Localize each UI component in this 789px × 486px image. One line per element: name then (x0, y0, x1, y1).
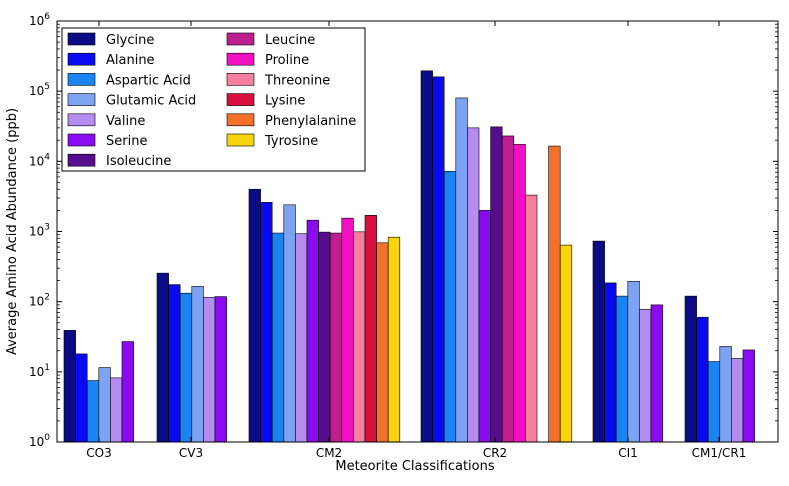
x-ticks-group: CO3 CV3 CM2 CR2 CI1 CM1/CR1 (86, 21, 746, 460)
bar-cm1-cr1-glycine (684, 295, 697, 443)
legend-label-proline: Proline (265, 53, 309, 68)
bar-co3-glutamic-acid (98, 367, 111, 443)
bar-co3-valine (110, 377, 123, 443)
bar-ci1-valine (639, 308, 652, 443)
bar-ci1-glycine (592, 240, 605, 443)
bar-cm1-cr1-glutamic-acid (719, 346, 732, 443)
y-tick-label: 100 (29, 433, 50, 449)
bar-cr2-glycine (420, 70, 433, 443)
bars-group (63, 70, 755, 443)
bar-cr2-isoleucine (490, 126, 503, 443)
legend-swatch-proline (226, 52, 255, 66)
legend-label-glycine: Glycine (106, 33, 154, 48)
bar-cv3-alanine (168, 284, 181, 443)
bar-cm1-cr1-serine (742, 349, 755, 443)
x-tick-label: CI1 (618, 446, 638, 460)
bar-ci1-glutamic-acid (627, 281, 640, 443)
x-tick-label: CM1/CR1 (692, 446, 747, 460)
legend-swatch-threonine (226, 73, 255, 86)
bar-cm2-phenylalanine (376, 242, 389, 443)
y-tick-label: 102 (29, 293, 50, 309)
y-tick-label: 106 (29, 12, 50, 28)
y-axis-label: Average Amino Acid Abundance (ppb) (5, 108, 20, 355)
bar-cv3-aspartic-acid (179, 292, 193, 443)
bar-co3-serine (121, 341, 134, 443)
bar-cr2-leucine (501, 135, 515, 443)
x-tick-label: CO3 (86, 446, 111, 460)
legend-label-threonine: Threonine (264, 73, 330, 88)
bar-cr2-serine (478, 210, 491, 443)
bar-cm2-serine (306, 219, 319, 443)
legend-swatch-valine (67, 113, 96, 127)
bar-ci1-serine (650, 304, 663, 443)
legend-box (61, 27, 366, 172)
legend-swatch-alanine (67, 52, 96, 66)
legend-swatch-isoleucine (67, 153, 96, 167)
y-tick-label: 104 (29, 152, 50, 168)
x-tick-label: CR2 (483, 446, 507, 460)
x-axis-label: Meteorite Classifications (335, 459, 494, 474)
bar-cm1-cr1-aspartic-acid (707, 361, 721, 443)
legend-label-lysine: Lysine (265, 94, 305, 109)
legend-label-serine: Serine (106, 134, 147, 149)
legend-swatch-glycine (67, 32, 96, 46)
bar-cr2-alanine (432, 76, 445, 443)
legend-swatch-leucine (226, 32, 255, 46)
bar-co3-alanine (75, 353, 88, 443)
legend-swatch-glutamic-acid (67, 93, 96, 106)
bar-cm2-glycine (248, 188, 261, 443)
bar-cr2-phenylalanine (548, 145, 561, 443)
legend-label-glutamic-acid: Glutamic Acid (106, 94, 196, 109)
bar-cr2-tyrosine (559, 244, 573, 443)
legend-label-tyrosine: Tyrosine (264, 134, 318, 149)
plot-frame (56, 20, 779, 443)
bar-cr2-threonine (525, 194, 538, 443)
x-tick-label: CV3 (179, 446, 203, 460)
bar-co3-glycine (63, 330, 76, 443)
bar-cr2-proline (513, 143, 526, 443)
legend-label-leucine: Leucine (265, 33, 315, 48)
bar-cm2-leucine (329, 232, 343, 443)
bar-cm2-isoleucine (318, 231, 331, 443)
bar-cr2-valine (467, 127, 480, 443)
y-tick-label: 105 (29, 82, 50, 98)
bar-co3-aspartic-acid (86, 380, 100, 443)
bar-cv3-glutamic-acid (191, 286, 204, 443)
legend: Glycine Alanine Aspartic Acid Glutamic Acid… (61, 27, 366, 172)
y-tick-label: 101 (29, 363, 50, 379)
legend-label-alanine: Alanine (106, 53, 155, 68)
legend-swatch-aspartic-acid (67, 73, 96, 86)
bar-cv3-serine (214, 296, 227, 443)
bar-cm1-cr1-alanine (696, 316, 709, 443)
legend-swatch-serine (67, 133, 96, 147)
bar-cv3-glycine (156, 272, 169, 443)
bar-cr2-aspartic-acid (443, 171, 457, 443)
y-tick-label: 103 (29, 223, 50, 239)
legend-swatch-lysine (226, 93, 255, 106)
legend-label-phenylalanine: Phenylalanine (265, 114, 356, 129)
bar-cm2-aspartic-acid (271, 232, 285, 443)
bar-cm2-lysine (364, 215, 377, 443)
bar-ci1-aspartic-acid (615, 295, 629, 443)
bar-cm2-tyrosine (387, 236, 401, 443)
bar-cr2-glutamic-acid (455, 97, 468, 443)
bar-cm2-proline (341, 217, 354, 443)
bar-cm2-valine (295, 233, 308, 443)
legend-label-isoleucine: Isoleucine (106, 154, 171, 169)
legend-label-aspartic-acid: Aspartic Acid (106, 73, 191, 88)
bar-cm2-threonine (353, 231, 366, 443)
legend-label-valine: Valine (106, 114, 145, 129)
legend-swatch-tyrosine (226, 133, 255, 147)
bar-cm1-cr1-valine (731, 358, 744, 443)
bar-ci1-alanine (604, 282, 617, 443)
x-tick-label: CM2 (316, 446, 342, 460)
bar-cm2-alanine (260, 202, 273, 443)
bar-cm2-glutamic-acid (283, 204, 296, 443)
bar-cv3-valine (203, 297, 216, 443)
legend-swatch-phenylalanine (226, 113, 255, 127)
